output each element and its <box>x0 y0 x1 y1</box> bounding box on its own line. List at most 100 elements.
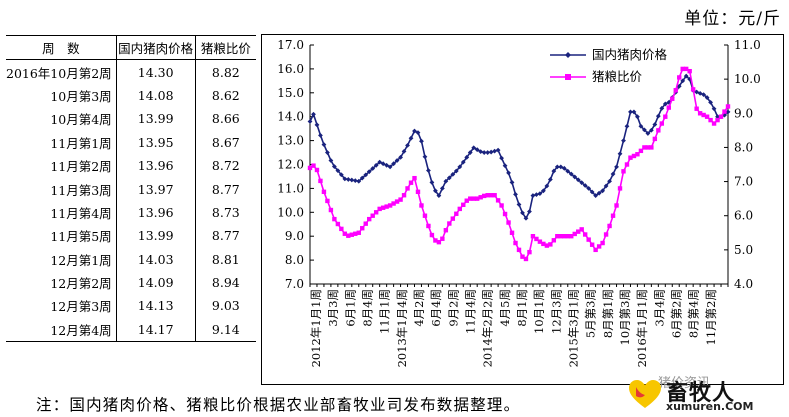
pork-price-point <box>331 164 337 169</box>
hog-grain-ratio-point <box>321 189 327 195</box>
x-axis-tick-label: 6月4周 <box>429 289 443 327</box>
hog-grain-ratio-point <box>631 153 637 159</box>
hog-grain-ratio-point <box>690 87 696 92</box>
hog-grain-ratio-point <box>603 232 609 237</box>
hog-grain-ratio-point <box>450 216 456 221</box>
pork-price-point <box>443 178 449 184</box>
pork-price-point <box>694 89 700 95</box>
hog-grain-ratio-point <box>680 66 685 72</box>
watermark-account: 猪价资讯 <box>658 376 711 391</box>
table-row: 12月第4周 14.17 9.14 <box>6 317 256 343</box>
pork-price-point <box>509 180 515 185</box>
hog-grain-ratio-point <box>353 231 358 236</box>
pork-price-point <box>408 135 414 141</box>
table-row: 11月第1周 13.95 8.67 <box>6 130 256 154</box>
row-hog-grain-ratio: 8.72 <box>211 158 240 174</box>
hog-grain-ratio-point <box>635 152 640 157</box>
pork-price-point <box>342 176 348 182</box>
pork-price-point <box>610 171 616 177</box>
header-week: 周 数 <box>6 34 117 61</box>
row-hog-grain-ratio: 8.66 <box>211 111 240 127</box>
hog-grain-ratio-point <box>520 254 525 259</box>
hog-grain-ratio-point <box>415 189 421 195</box>
x-axis-tick-label: 10月1周 <box>532 289 546 334</box>
x-axis-tick-label: 6月第2周 <box>670 289 684 338</box>
pork-price-point <box>635 114 640 120</box>
x-axis-tick-label: 5月第3周 <box>584 289 598 338</box>
hog-grain-ratio-point <box>711 121 717 126</box>
hog-grain-ratio-point <box>596 244 602 249</box>
hog-grain-ratio-point <box>715 117 720 123</box>
pork-price-point <box>701 92 707 97</box>
hog-grain-ratio-point <box>722 109 727 114</box>
hog-grain-ratio-point <box>380 205 386 210</box>
left-axis-tick-label: 9.0 <box>285 229 304 243</box>
table-row: 10月第4周 13.99 8.66 <box>6 107 256 131</box>
hog-grain-ratio-point <box>342 231 348 236</box>
hog-grain-ratio-point <box>468 196 473 201</box>
hog-grain-ratio-point <box>708 117 713 123</box>
heart-logo-icon <box>629 380 661 408</box>
row-week: 12月第4周 <box>6 317 117 343</box>
pork-price-point <box>527 209 532 214</box>
pork-price-point <box>631 109 637 115</box>
pork-price-point <box>345 177 351 182</box>
hog-grain-ratio-point <box>576 229 581 234</box>
hog-grain-ratio-point <box>332 216 337 222</box>
pork-price-point <box>704 95 710 100</box>
x-axis-tick-label: 2015年3月1周 <box>567 289 581 367</box>
hog-grain-ratio-point <box>398 197 403 202</box>
table-row: 12月第2周 14.09 8.94 <box>6 270 256 295</box>
x-axis-tick-label: 6月1周 <box>343 289 357 327</box>
pork-price-point <box>708 99 713 105</box>
hog-grain-ratio-point <box>370 213 375 218</box>
row-hog-grain-ratio: 8.62 <box>211 87 240 103</box>
hog-grain-ratio-point <box>638 148 644 154</box>
row-hog-grain-ratio: 8.67 <box>211 134 240 150</box>
hog-grain-ratio-point <box>593 247 598 253</box>
row-week: 11月第3周 <box>6 177 117 201</box>
hog-grain-ratio-point <box>565 234 570 239</box>
hog-grain-ratio-point <box>318 178 323 184</box>
row-week: 12月第2周 <box>6 270 117 295</box>
hog-grain-ratio-point <box>621 169 626 174</box>
right-axis-tick-label: 6.0 <box>734 209 753 223</box>
hog-grain-ratio-point <box>562 234 567 239</box>
pork-price-point <box>506 170 511 176</box>
x-axis-tick-label: 8月4周 <box>361 289 375 327</box>
legend-label: 猪粮比价 <box>592 69 643 84</box>
right-axis-tick-label: 8.0 <box>734 140 753 154</box>
pork-price-point <box>645 131 651 136</box>
pork-price-point <box>460 159 466 165</box>
hog-grain-ratio-point <box>436 239 442 245</box>
hog-grain-ratio-point <box>642 145 647 150</box>
pork-price-point <box>436 193 442 198</box>
table-row: 11月第4周 13.96 8.73 <box>6 200 256 225</box>
hog-grain-ratio-point <box>492 193 497 198</box>
row-week: 11月第2周 <box>6 153 117 178</box>
hog-grain-ratio-point <box>502 211 508 217</box>
pork-price-point <box>488 149 494 155</box>
chart-svg: 7.0 8.0 9.0 10.0 11.0 12.0 13.0 14.0 15.0 16.0 17.… <box>277 38 761 367</box>
pork-price-point <box>499 155 504 161</box>
x-axis-tick-label: 8月1周 <box>515 289 529 327</box>
pork-price-point <box>614 164 619 170</box>
pork-price-point <box>422 154 428 160</box>
pork-price-point <box>642 127 647 133</box>
logo-text: 畜牧人 <box>666 381 736 406</box>
hog-grain-ratio-point <box>684 66 689 72</box>
pork-price-point <box>481 150 487 155</box>
pork-price-point <box>516 202 522 207</box>
watermark: 猪价资讯 畜牧人 xumuren.COM <box>612 372 787 417</box>
hog-grain-ratio-point <box>579 227 584 232</box>
row-week: 11月第1周 <box>6 130 117 154</box>
legend-label: 国内猪肉价格 <box>592 47 668 62</box>
right-axis-tick-label: 10.0 <box>734 72 761 86</box>
hog-grain-ratio-point <box>457 206 462 212</box>
pork-price-point <box>412 128 417 134</box>
pork-price-point <box>655 113 661 119</box>
pork-price-point <box>474 147 480 153</box>
left-axis-tick-label: 14.0 <box>277 110 304 124</box>
pork-price-point <box>715 114 720 120</box>
pork-price-point <box>530 193 536 198</box>
